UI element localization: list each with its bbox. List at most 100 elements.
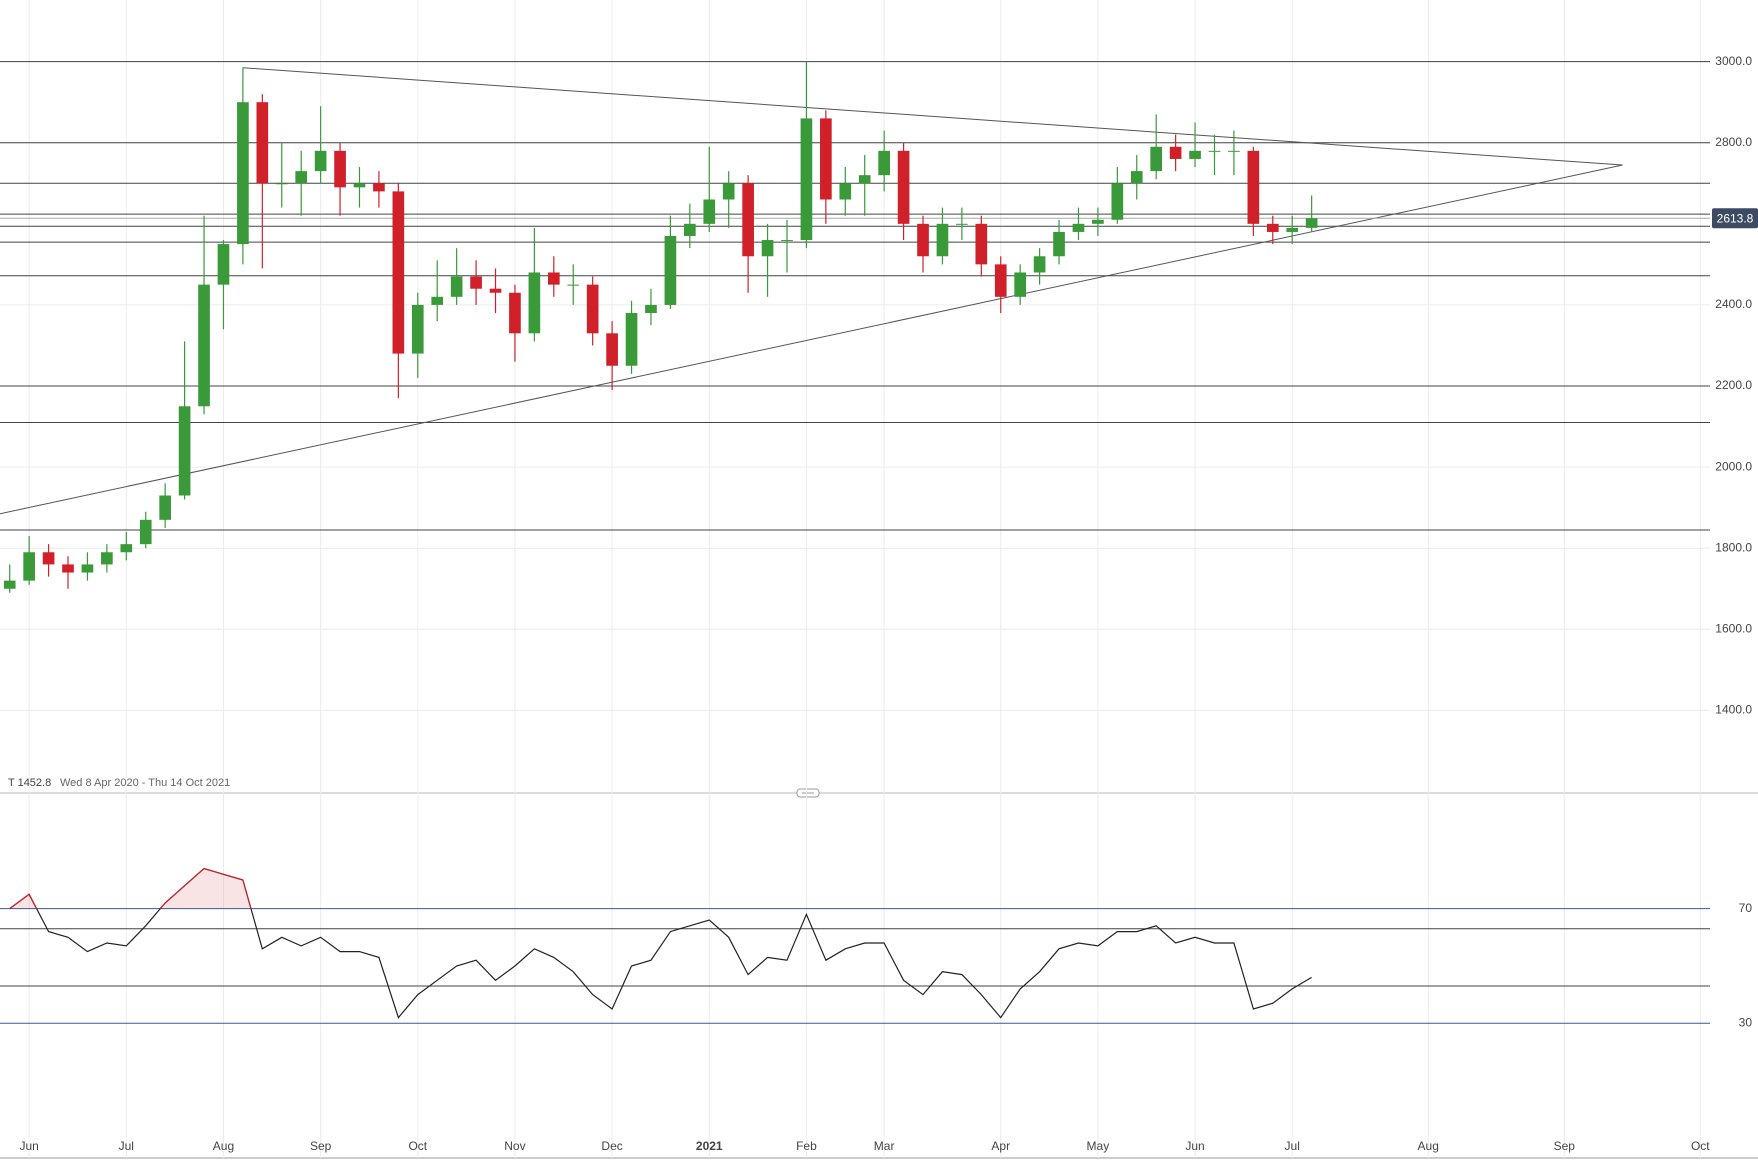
candle-body [586, 284, 599, 334]
candle-body [625, 313, 638, 366]
candle-body [373, 183, 385, 192]
candle-body [411, 304, 424, 354]
candle-body [606, 333, 618, 366]
x-tick-label: Jul [1285, 1139, 1300, 1153]
candle-body [295, 171, 308, 184]
candle-body [217, 244, 230, 285]
candle-body [936, 223, 949, 257]
candle-body [237, 102, 249, 245]
y-tick-label: 30 [1739, 1015, 1753, 1029]
candle-body [509, 292, 521, 334]
candle-body [994, 264, 1007, 297]
candle-body [1111, 183, 1124, 220]
candle-body [917, 223, 929, 257]
x-tick-label: Apr [991, 1139, 1010, 1153]
level-layer [0, 61, 1710, 1024]
candle-body [528, 272, 541, 334]
x-tick-label: Mar [874, 1139, 895, 1153]
last-price-box [1712, 208, 1758, 229]
candle-body [159, 495, 171, 520]
candle-body [450, 276, 463, 297]
rsi-overbought-line [9, 867, 252, 909]
y-tick-label: 2200.0 [1715, 378, 1752, 392]
candle-body [139, 519, 152, 545]
candle-body [742, 183, 754, 257]
candle-body [1072, 223, 1085, 232]
candle-body [101, 552, 113, 565]
candle-body [1033, 256, 1046, 273]
candle-body [1286, 227, 1299, 232]
x-tick-label: May [1087, 1139, 1110, 1153]
candle-body [722, 183, 735, 200]
x-tick-label: Aug [1418, 1139, 1439, 1153]
x-tick-label: Jun [1185, 1139, 1204, 1153]
candle-body [1014, 272, 1026, 297]
candle-body [1189, 150, 1201, 159]
mark-layer [3, 61, 1318, 1019]
y-tick-label: 70 [1739, 901, 1753, 915]
x-tick-label: Jun [19, 1139, 38, 1153]
trend-line [0, 164, 1623, 515]
y-tick-label: 3000.0 [1715, 54, 1752, 68]
y-tick-label: 2400.0 [1715, 297, 1752, 311]
candle-body [392, 191, 405, 354]
candle-body [1247, 150, 1260, 224]
candle-body [761, 240, 774, 257]
x-tick-label: Oct [1691, 1139, 1710, 1153]
x-tick-label: Aug [213, 1139, 234, 1153]
candle-body [120, 544, 133, 553]
candle-body [684, 223, 696, 236]
candle-body [1305, 218, 1318, 228]
candle-body [781, 240, 793, 242]
last-price-label: 2613.8 [1717, 211, 1754, 225]
candle-body [1053, 231, 1065, 257]
x-tick-label: 2021 [696, 1139, 723, 1153]
candle-body [1208, 150, 1221, 152]
trend-line [242, 67, 1623, 166]
candle-body [878, 150, 890, 176]
overbought-area [9, 868, 251, 909]
candle-body [800, 118, 813, 241]
candle-body [547, 272, 560, 285]
candle-body [703, 199, 716, 224]
label-layer: T 1452.8 Wed 8 Apr 2020 - Thu 14 Oct 202… [8, 54, 1758, 1153]
candle-body [664, 235, 677, 305]
candle-body [820, 118, 832, 200]
candle-body [1228, 150, 1240, 152]
candle-body [1130, 171, 1143, 184]
candle-body [431, 296, 444, 305]
x-tick-label: Sep [1554, 1139, 1576, 1153]
date-range: Wed 8 Apr 2020 - Thu 14 Oct 2021 [60, 777, 230, 789]
candle-body [897, 150, 910, 224]
candle-body [839, 183, 852, 200]
y-tick-label: 1400.0 [1715, 703, 1752, 717]
candle-body [1169, 146, 1182, 159]
candle-body [198, 284, 210, 407]
y-tick-label: 1600.0 [1715, 621, 1752, 635]
candle-body [81, 564, 94, 573]
candle-body [42, 552, 55, 565]
candle-body [314, 150, 327, 172]
candle-body [645, 304, 657, 314]
candle-body [567, 284, 580, 286]
info-label: T 1452.8 [8, 777, 51, 789]
candle-body [62, 564, 74, 573]
x-tick-label: Dec [601, 1139, 622, 1153]
candle-body [858, 175, 871, 184]
x-tick-label: Jul [119, 1139, 134, 1153]
y-tick-label: 1800.0 [1715, 540, 1752, 554]
y-tick-label: 2800.0 [1715, 135, 1752, 149]
candle-body [975, 223, 988, 265]
candle-body [1150, 146, 1163, 172]
candle-body [3, 580, 16, 589]
candle-body [1266, 223, 1279, 232]
x-tick-label: Nov [504, 1139, 525, 1153]
candle-body [470, 276, 482, 289]
candle-body [353, 183, 366, 188]
candle-body [1092, 219, 1104, 224]
candle-body [178, 406, 191, 496]
x-tick-label: Sep [310, 1139, 332, 1153]
y-tick-label: 2000.0 [1715, 459, 1752, 473]
